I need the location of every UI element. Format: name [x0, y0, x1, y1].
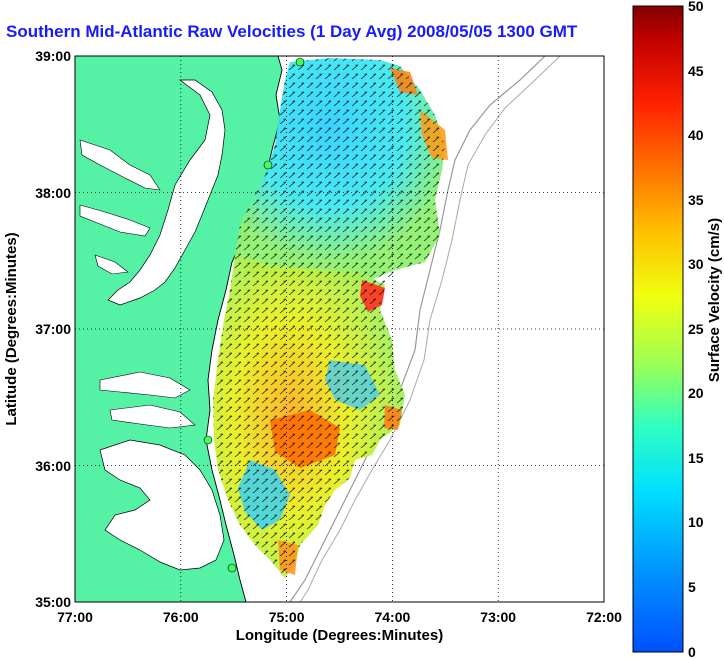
x-tick-label: 77:00 [57, 609, 93, 625]
colorbar-tick-label: 0 [688, 644, 696, 659]
x-axis-label: Longitude (Degrees:Minutes) [236, 627, 444, 644]
y-tick-label: 38:00 [35, 185, 71, 201]
map-title: Southern Mid-Atlantic Raw Velocities (1 … [6, 22, 578, 41]
colorbar-tick-label: 45 [688, 63, 704, 79]
colorbar-tick-label: 40 [688, 127, 704, 143]
x-tick-label: 74:00 [374, 609, 410, 625]
y-tick-label: 37:00 [35, 321, 71, 337]
colorbar-label: Surface Velocity (cm/s) [706, 218, 723, 382]
colorbar-tick-label: 20 [688, 385, 704, 401]
velocity-vectors [213, 58, 445, 578]
radar-site-marker [203, 435, 213, 445]
y-axis-label: Latitude (Degrees:Minutes) [3, 232, 20, 425]
colorbar-tick-label: 35 [688, 192, 704, 208]
x-tick-label: 72:00 [586, 609, 622, 625]
bathymetry-contour [289, 56, 546, 602]
radar-site-marker [295, 57, 305, 67]
plot-border [74, 55, 605, 603]
x-tick-label: 75:00 [269, 609, 305, 625]
chesapeake-bay [107, 79, 226, 306]
colorbar-tick-label: 50 [688, 0, 704, 14]
y-tick-label: 36:00 [35, 458, 71, 474]
radar-site-marker [227, 563, 237, 573]
colorbar [632, 5, 684, 653]
y-tick-label: 35:00 [35, 594, 71, 610]
y-tick-label: 39:00 [35, 48, 71, 64]
colorbar-tick-label: 10 [688, 514, 704, 530]
x-tick-label: 73:00 [480, 609, 516, 625]
colorbar-tick-label: 25 [688, 321, 704, 337]
x-tick-label: 76:00 [163, 609, 199, 625]
grid-lines [75, 56, 604, 602]
radar-site-marker [263, 160, 273, 170]
colorbar-tick-label: 5 [688, 579, 696, 595]
colorbar-tick-label: 15 [688, 450, 704, 466]
colorbar-tick-label: 30 [688, 256, 704, 272]
coastline [205, 56, 283, 602]
pamlico-sound [99, 439, 225, 571]
